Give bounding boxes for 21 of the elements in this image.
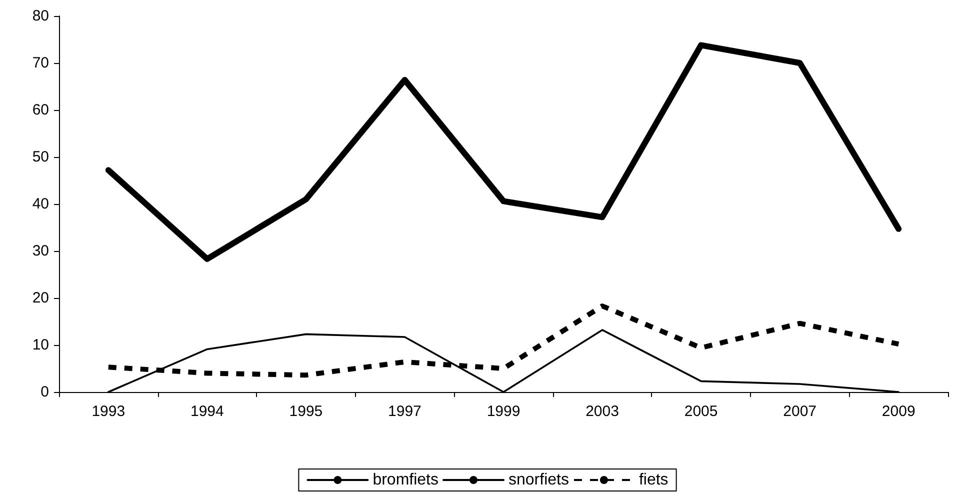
x-tick-label: 2005: [684, 403, 718, 420]
x-tick-label: 2007: [783, 403, 817, 420]
y-tick-label: 30: [32, 242, 49, 260]
x-tick-label: 1994: [190, 403, 224, 420]
legend-label: snorfiets: [508, 472, 569, 488]
y-tick-label: 40: [32, 196, 49, 212]
y-tick-label: 0: [40, 384, 49, 400]
legend-label: fiets: [638, 472, 668, 488]
y-tick-label: 60: [32, 102, 49, 118]
y-tick-label: 50: [32, 148, 49, 166]
y-tick-label: 10: [32, 336, 49, 354]
x-tick-label: 1999: [486, 403, 520, 420]
x-tick-label: 2009: [882, 403, 916, 420]
x-tick-label: 1993: [92, 403, 126, 420]
y-tick-label: 70: [32, 54, 49, 72]
y-tick-label: 20: [32, 290, 49, 306]
y-tick-label: 80: [32, 8, 49, 24]
x-tick-label: 2003: [586, 403, 619, 420]
x-tick-label: 1997: [388, 403, 422, 420]
legend-label: bromfiets: [372, 472, 438, 488]
x-tick-label: 1995: [289, 403, 323, 420]
